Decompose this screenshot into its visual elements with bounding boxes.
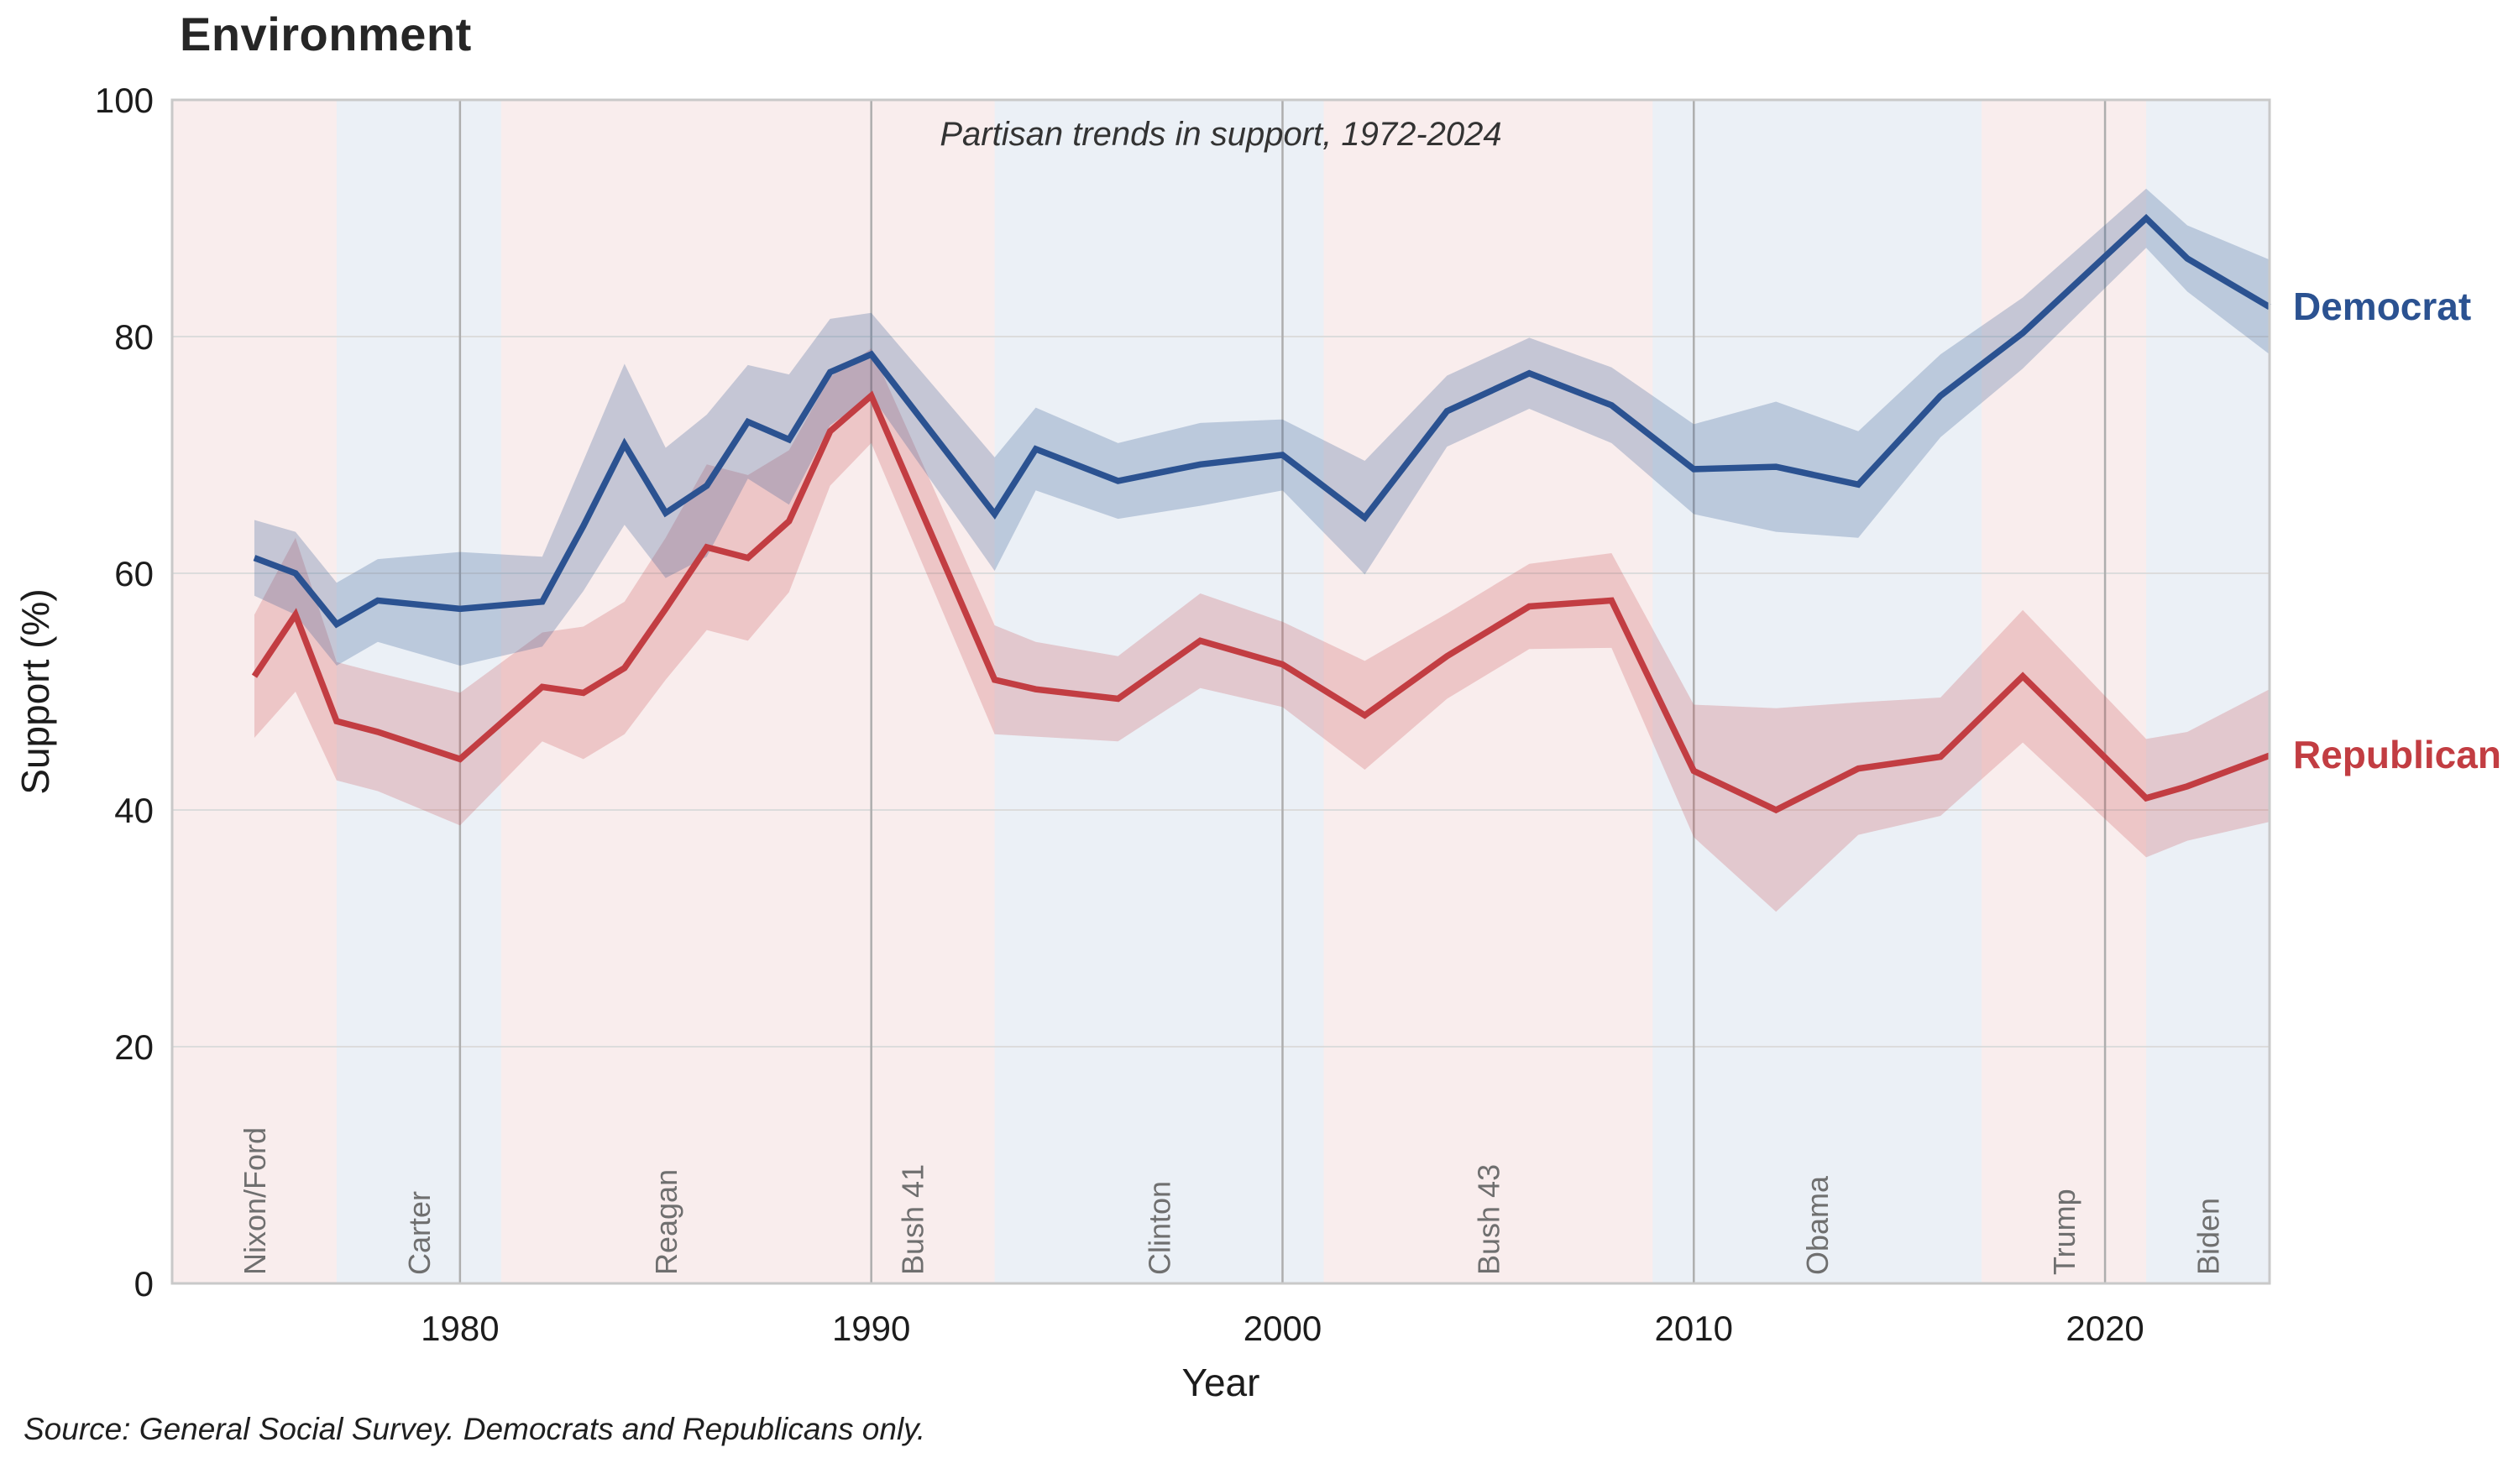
y-tick-20: 20 [114, 1027, 154, 1067]
president-label-carter: Carter [402, 1191, 437, 1275]
x-tick-2000: 2000 [1244, 1309, 1322, 1348]
president-label-obama: Obama [1800, 1175, 1835, 1275]
era-band-bush-43 [1323, 100, 1653, 1283]
president-label-nixon-ford: Nixon/Ford [238, 1127, 272, 1275]
era-band-nixon-ford [172, 100, 337, 1283]
x-tick-2010: 2010 [1655, 1309, 1733, 1348]
y-axis-title: Support (%) [13, 588, 57, 794]
x-tick-1980: 1980 [421, 1309, 499, 1348]
x-tick-2020: 2020 [2066, 1309, 2144, 1348]
source-note: Source: General Social Survey. Democrats… [24, 1412, 926, 1446]
president-label-trump: Trump [2047, 1189, 2081, 1275]
republican-series-label: Republican [2293, 733, 2501, 777]
democrat-series-label: Democrat [2293, 284, 2472, 328]
chart-subtitle: Partisan trends in support, 1972-2024 [940, 116, 1502, 153]
republican-line [251, 390, 2271, 814]
y-tick-0: 0 [134, 1264, 154, 1304]
y-tick-100: 100 [95, 81, 154, 120]
x-axis-title: Year [1182, 1361, 1260, 1404]
era-band-obama [1652, 100, 1982, 1283]
president-label-reagan: Reagan [649, 1169, 683, 1275]
y-tick-80: 80 [114, 317, 154, 357]
president-label-bush-43: Bush 43 [1471, 1164, 1505, 1275]
plot-border [170, 98, 2271, 1285]
era-band-bush-41 [830, 100, 995, 1283]
republican-confidence-band [254, 348, 2270, 912]
president-label-bush-41: Bush 41 [896, 1164, 930, 1275]
president-label-biden: Biden [2191, 1198, 2226, 1275]
democrat-confidence-band [254, 188, 2270, 666]
democrat-line [253, 213, 2271, 629]
president-label-clinton: Clinton [1143, 1181, 1177, 1275]
chart-title: Environment [180, 8, 472, 60]
y-tick-40: 40 [114, 791, 154, 830]
x-tick-1990: 1990 [832, 1309, 910, 1348]
era-band-carter [336, 100, 501, 1283]
y-tick-60: 60 [114, 554, 154, 593]
